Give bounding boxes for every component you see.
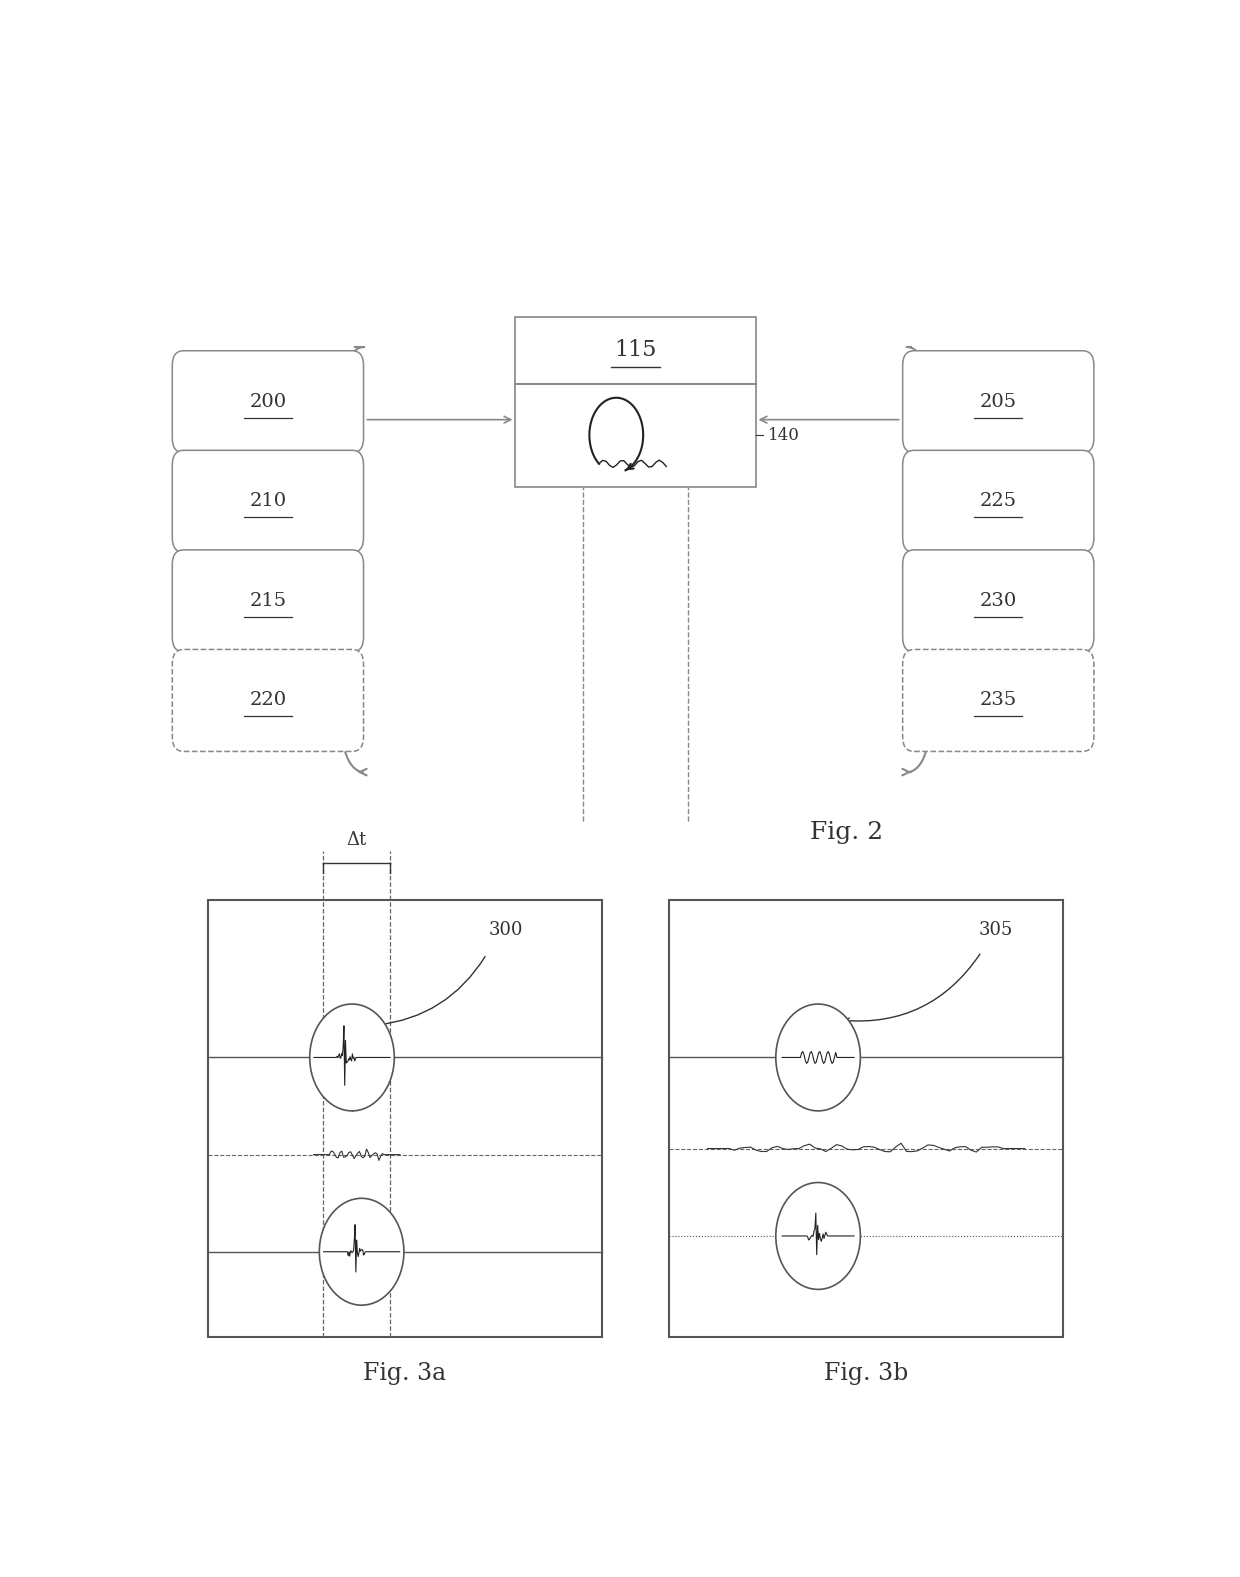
Text: 235: 235 [980,691,1017,710]
FancyBboxPatch shape [903,650,1094,752]
Text: Fig. 3b: Fig. 3b [825,1361,908,1385]
Text: 230: 230 [980,591,1017,610]
Text: 305: 305 [978,921,1013,938]
Text: 140: 140 [768,427,800,443]
FancyBboxPatch shape [172,350,363,453]
Text: 300: 300 [489,921,523,938]
Text: 200: 200 [249,393,286,410]
FancyBboxPatch shape [516,317,755,383]
FancyBboxPatch shape [903,550,1094,651]
Text: Fig. 2: Fig. 2 [811,822,883,844]
FancyBboxPatch shape [516,383,755,487]
Text: 220: 220 [249,691,286,710]
Text: 210: 210 [249,492,286,511]
Ellipse shape [776,1183,861,1290]
FancyBboxPatch shape [903,350,1094,453]
FancyBboxPatch shape [172,650,363,752]
Ellipse shape [320,1199,404,1306]
Text: 205: 205 [980,393,1017,410]
FancyBboxPatch shape [903,451,1094,552]
Text: 215: 215 [249,591,286,610]
Text: 225: 225 [980,492,1017,511]
FancyBboxPatch shape [670,899,1063,1337]
FancyBboxPatch shape [208,899,601,1337]
FancyBboxPatch shape [172,550,363,651]
FancyBboxPatch shape [172,451,363,552]
Text: 115: 115 [614,339,657,361]
Text: Δt: Δt [347,831,367,848]
Text: Fig. 3a: Fig. 3a [363,1361,446,1385]
Ellipse shape [310,1005,394,1110]
Ellipse shape [776,1005,861,1110]
